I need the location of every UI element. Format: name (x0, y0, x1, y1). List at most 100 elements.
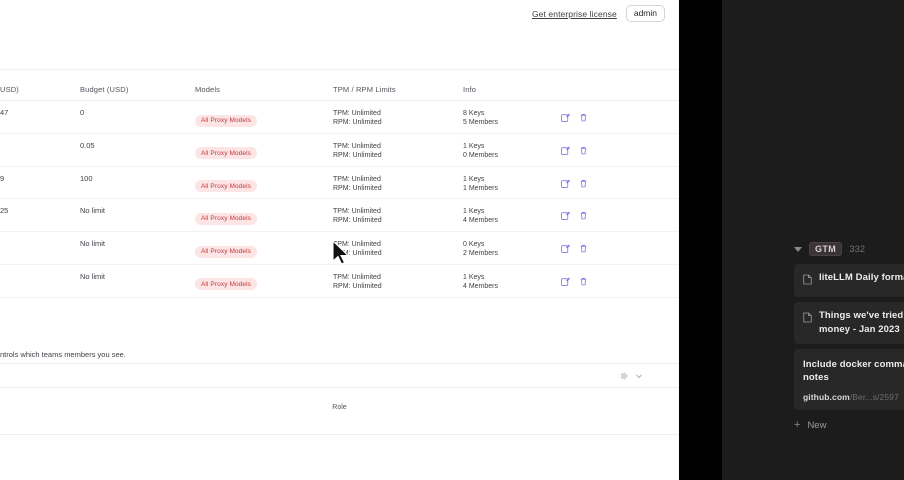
models-badge: All Proxy Models (195, 147, 258, 160)
new-note-label: New (807, 420, 827, 432)
trash-icon[interactable] (579, 244, 588, 253)
members-count: 0 Members (463, 151, 499, 159)
cell-actions (559, 240, 679, 254)
keys-count: 1 Keys (463, 175, 485, 183)
gear-icon[interactable] (620, 367, 628, 385)
cell-limits: TPM: Unlimited RPM: Unlimited (331, 175, 461, 193)
admin-button[interactable]: admin (625, 4, 665, 23)
cell-info: 8 Keys 5 Members (461, 109, 559, 127)
cell-limits: TPM: Unlimited RPM: Unlimited (331, 142, 461, 160)
note-title: Include docker comma notes (803, 358, 904, 384)
edit-icon[interactable] (561, 244, 570, 254)
list-item[interactable]: Things we've tried money - Jan 2023 (794, 302, 904, 344)
table-row[interactable]: No limit All Proxy Models TPM: Unlimited… (0, 265, 679, 298)
topbar-divider (0, 69, 679, 70)
cell-info: 0 Keys 2 Members (461, 240, 559, 258)
cell-spend: 25 (0, 206, 9, 216)
cell-models: All Proxy Models (193, 273, 331, 291)
group-tag-badge[interactable]: GTM (809, 242, 843, 256)
cell-info: 1 Keys 4 Members (461, 273, 559, 291)
note-title: liteLLM Daily forma (819, 272, 904, 283)
table-row[interactable]: No limit All Proxy Models TPM: Unlimited… (0, 232, 679, 265)
cell-models: All Proxy Models (193, 175, 331, 193)
models-badge: All Proxy Models (195, 245, 258, 258)
cell-limits: TPM: Unlimited RPM: Unlimited (331, 273, 461, 291)
group-count: 332 (849, 243, 866, 255)
models-badge: All Proxy Models (195, 212, 258, 225)
column-header-models: Models (195, 84, 221, 94)
notes-group-gtm: GTM 332 liteLLM Daily forma Things we've… (722, 240, 904, 431)
role-table-divider (0, 434, 679, 435)
members-count: 4 Members (463, 217, 499, 225)
app-topbar: Get enterprise license admin (0, 0, 679, 27)
table-row[interactable]: 9 100 All Proxy Models TPM: Unlimited RP… (0, 167, 679, 200)
list-item-with-url[interactable]: Include docker comma notes github.com/Be… (794, 348, 904, 411)
keys-count: 1 Keys (463, 273, 485, 281)
edit-icon[interactable] (561, 113, 570, 122)
cell-models: All Proxy Models (193, 142, 331, 160)
cell-limits: TPM: Unlimited RPM: Unlimited (331, 207, 461, 225)
trash-icon[interactable] (579, 146, 588, 155)
get-enterprise-license-link[interactable]: Get enterprise license (531, 8, 617, 19)
table-header-row: USD) Budget (USD) Models TPM / RPM Limit… (0, 78, 679, 100)
cell-spend: 9 (0, 173, 5, 183)
cell-info: 1 Keys 1 Members (461, 175, 559, 193)
members-count: 2 Members (463, 250, 499, 258)
cell-info: 1 Keys 0 Members (461, 142, 559, 160)
cell-spend: 47 (0, 108, 9, 117)
document-icon (803, 309, 812, 328)
cell-actions (559, 142, 679, 155)
column-header-limits: TPM / RPM Limits (333, 84, 396, 94)
table-row[interactable]: 0.05 All Proxy Models TPM: Unlimited RPM… (0, 134, 679, 167)
trash-icon[interactable] (579, 211, 588, 220)
column-header-info: Info (463, 84, 477, 94)
members-description: ntrols which teams members you see. (0, 350, 126, 359)
cell-budget: No limit (80, 271, 106, 281)
trash-icon[interactable] (579, 179, 588, 188)
cell-actions (559, 175, 679, 188)
url-path: /Ber...s/2597 (849, 392, 899, 403)
caret-down-icon[interactable] (794, 246, 802, 252)
cell-budget: 100 (80, 173, 93, 183)
group-header[interactable]: GTM 332 (722, 240, 904, 258)
tpm-value: TPM: Unlimited (333, 273, 381, 281)
table-row[interactable]: 25 No limit All Proxy Models TPM: Unlimi… (0, 199, 679, 232)
new-note-button[interactable]: + New (794, 419, 904, 432)
edit-icon[interactable] (561, 277, 570, 286)
tpm-value: TPM: Unlimited (333, 175, 381, 183)
cell-budget: 0 (80, 108, 85, 117)
tpm-value: TPM: Unlimited (333, 142, 381, 150)
note-url[interactable]: github.com/Ber...s/2597 (803, 392, 904, 402)
keys-count: 0 Keys (463, 241, 485, 249)
edit-icon[interactable] (561, 146, 570, 155)
cell-models: All Proxy Models (193, 207, 331, 225)
cell-models: All Proxy Models (193, 240, 331, 258)
members-count: 1 Members (463, 184, 499, 192)
chevron-down-icon[interactable] (635, 367, 643, 385)
table-row[interactable]: 47 0 All Proxy Models TPM: Unlimited RPM… (0, 101, 679, 134)
rpm-value: RPM: Unlimited (333, 283, 382, 291)
cell-limits: TPM: Unlimited RPM: Unlimited (331, 240, 461, 258)
plus-icon: + (794, 419, 801, 432)
trash-icon[interactable] (579, 113, 588, 122)
trash-icon[interactable] (579, 277, 588, 286)
column-header-budget: Budget (USD) (80, 84, 129, 94)
note-title: Things we've tried money - Jan 2023 (819, 310, 904, 335)
tpm-value: TPM: Unlimited (333, 110, 381, 117)
models-badge: All Proxy Models (195, 180, 258, 193)
cell-budget: No limit (80, 206, 106, 216)
edit-icon[interactable] (561, 211, 570, 221)
edit-icon[interactable] (561, 179, 570, 188)
table-header-divider (0, 100, 679, 101)
members-count: 5 Members (463, 119, 499, 127)
list-item[interactable]: liteLLM Daily forma (794, 264, 904, 297)
cell-actions (559, 109, 679, 122)
cell-budget: 0.05 (80, 140, 95, 150)
models-badge: All Proxy Models (195, 278, 258, 291)
black-gap (679, 0, 722, 480)
url-domain: github.com (803, 392, 850, 403)
cell-limits: TPM: Unlimited RPM: Unlimited (331, 109, 461, 127)
webapp-surface: Get enterprise license admin USD) Budget… (0, 0, 679, 480)
role-column-header: Role (332, 404, 347, 411)
